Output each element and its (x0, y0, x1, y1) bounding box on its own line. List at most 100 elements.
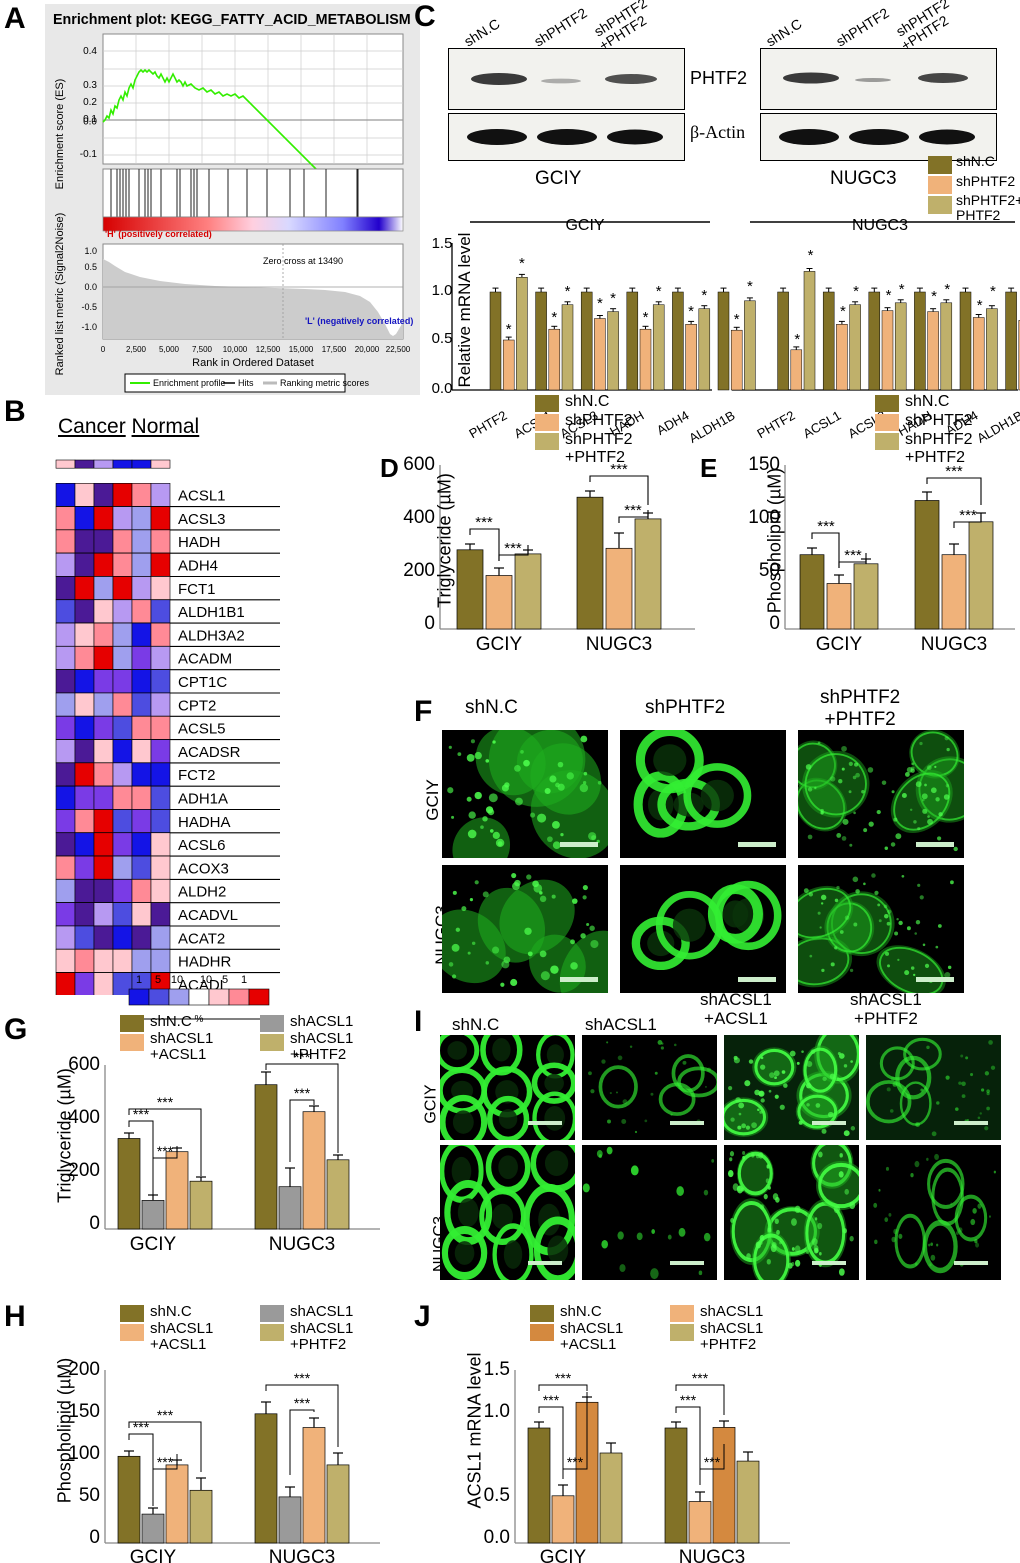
svg-text:Rank in Ordered Dataset: Rank in Ordered Dataset (192, 357, 314, 369)
svg-text:Hits: Hits (238, 378, 254, 388)
svg-text:***: *** (567, 1454, 584, 1470)
svg-text:1.0: 1.0 (432, 282, 453, 299)
svg-text:5,000: 5,000 (159, 345, 180, 354)
svg-text:GCIY: GCIY (565, 217, 604, 234)
svg-text:ACSL5: ACSL5 (178, 721, 226, 738)
svg-text:*: * (977, 297, 983, 314)
svg-text:GCIY: GCIY (816, 634, 863, 655)
svg-text:*: * (551, 309, 557, 326)
svg-text:***: *** (475, 514, 493, 531)
svg-text:1.5: 1.5 (432, 235, 453, 252)
svg-text:*: * (656, 283, 662, 300)
svg-text:0.3: 0.3 (83, 80, 97, 91)
svg-text:0.5: 0.5 (484, 1485, 510, 1506)
svg-text:NUGC3: NUGC3 (586, 634, 653, 655)
svg-text:'H' (positively correlated): 'H' (positively correlated) (105, 229, 212, 239)
svg-text:20,000: 20,000 (355, 345, 380, 354)
svg-text:0: 0 (89, 1213, 100, 1234)
svg-text:1.0: 1.0 (484, 1401, 510, 1422)
svg-text:*: * (701, 287, 707, 304)
svg-text:2,500: 2,500 (126, 345, 147, 354)
svg-text:ALDH2: ALDH2 (178, 884, 226, 901)
svg-text:-0.5: -0.5 (81, 302, 97, 312)
svg-text:*: * (853, 283, 859, 300)
svg-text:Ranking metric scores: Ranking metric scores (280, 378, 370, 388)
svg-text:GCIY: GCIY (130, 1234, 177, 1255)
svg-text:*: * (734, 311, 740, 328)
svg-text:***: *** (959, 507, 977, 524)
svg-text:***: *** (692, 1370, 709, 1386)
svg-text:*: * (899, 281, 905, 298)
svg-text:GCIY: GCIY (130, 1547, 177, 1563)
svg-text:12,500: 12,500 (256, 345, 281, 354)
svg-text:***: *** (504, 540, 522, 557)
svg-text:50: 50 (79, 1485, 100, 1506)
svg-text:ACOX3: ACOX3 (178, 860, 229, 877)
svg-text:***: *** (844, 547, 862, 564)
svg-text:0: 0 (89, 1527, 100, 1548)
svg-text:7,500: 7,500 (192, 345, 213, 354)
svg-text:ACSL6: ACSL6 (178, 837, 226, 854)
svg-text:400: 400 (403, 507, 435, 528)
svg-text:ACAT2: ACAT2 (178, 930, 225, 947)
svg-text:*: * (597, 295, 603, 312)
svg-text:*: * (688, 303, 694, 320)
svg-text:GCIY: GCIY (476, 634, 523, 655)
svg-text:*: * (747, 278, 753, 295)
svg-text:*: * (519, 255, 525, 272)
svg-text:***: *** (704, 1454, 721, 1470)
svg-text:*: * (944, 281, 950, 298)
svg-text:'L' (negatively correlated): 'L' (negatively correlated) (305, 316, 413, 326)
svg-text:10,000: 10,000 (223, 345, 248, 354)
svg-text:10: 10 (200, 974, 212, 986)
svg-text:17,500: 17,500 (322, 345, 347, 354)
svg-text:0.0: 0.0 (83, 117, 97, 128)
svg-text:*: * (886, 287, 892, 304)
svg-text:***: *** (543, 1392, 560, 1408)
svg-text:NUGC3: NUGC3 (921, 634, 988, 655)
svg-text:Ranked list metric (Signal2Noi: Ranked list metric (Signal2Noise) (54, 213, 66, 376)
svg-text:ACSL3: ACSL3 (178, 511, 226, 528)
svg-text:0.0: 0.0 (484, 1527, 510, 1548)
svg-text:1.0: 1.0 (84, 246, 97, 256)
svg-text:***: *** (624, 502, 642, 519)
svg-text:*: * (610, 290, 616, 307)
svg-text:5: 5 (155, 974, 161, 986)
svg-text:***: *** (817, 518, 835, 535)
svg-text:0.5: 0.5 (84, 262, 97, 272)
svg-text:***: *** (157, 1454, 174, 1470)
svg-text:10: 10 (171, 974, 183, 986)
svg-text:22,500: 22,500 (386, 345, 411, 354)
svg-text:HADHR: HADHR (178, 954, 232, 971)
svg-text:*: * (840, 303, 846, 320)
svg-text:shN.C: shN.C (461, 15, 502, 49)
svg-text:ACADSR: ACADSR (178, 744, 241, 761)
svg-text:ALDH1B1: ALDH1B1 (178, 604, 245, 621)
svg-text:0.0: 0.0 (84, 282, 97, 292)
svg-text:ALDH3A2: ALDH3A2 (178, 627, 245, 644)
svg-text:1: 1 (241, 974, 247, 986)
svg-text:5: 5 (222, 974, 228, 986)
svg-text:0: 0 (424, 613, 435, 634)
svg-text:*: * (990, 283, 996, 300)
svg-text:HADH: HADH (178, 534, 221, 551)
svg-text:FCT1: FCT1 (178, 581, 216, 598)
svg-text:***: *** (133, 1106, 150, 1122)
svg-text:***: *** (133, 1419, 150, 1435)
svg-text:Zero cross at 13490: Zero cross at 13490 (263, 256, 343, 266)
svg-text:0.5: 0.5 (432, 330, 453, 347)
svg-text:CPT1C: CPT1C (178, 674, 227, 691)
svg-text:NUGC3: NUGC3 (269, 1547, 336, 1563)
svg-text:*: * (506, 321, 512, 338)
svg-text:600: 600 (403, 454, 435, 475)
svg-text:Enrichment plot: KEGG_FATTY_AC: Enrichment plot: KEGG_FATTY_ACID_METABOL… (53, 12, 411, 28)
svg-text:shPHTF2: shPHTF2 (833, 5, 892, 50)
svg-text:*: * (643, 309, 649, 326)
svg-text:15,000: 15,000 (289, 345, 314, 354)
svg-text:ADH1A: ADH1A (178, 791, 228, 808)
svg-text:0.2: 0.2 (83, 97, 97, 108)
svg-text:CPT2: CPT2 (178, 697, 216, 714)
svg-text:0: 0 (101, 345, 106, 354)
svg-text:-1.0: -1.0 (81, 322, 97, 332)
svg-text:***: *** (157, 1143, 174, 1159)
